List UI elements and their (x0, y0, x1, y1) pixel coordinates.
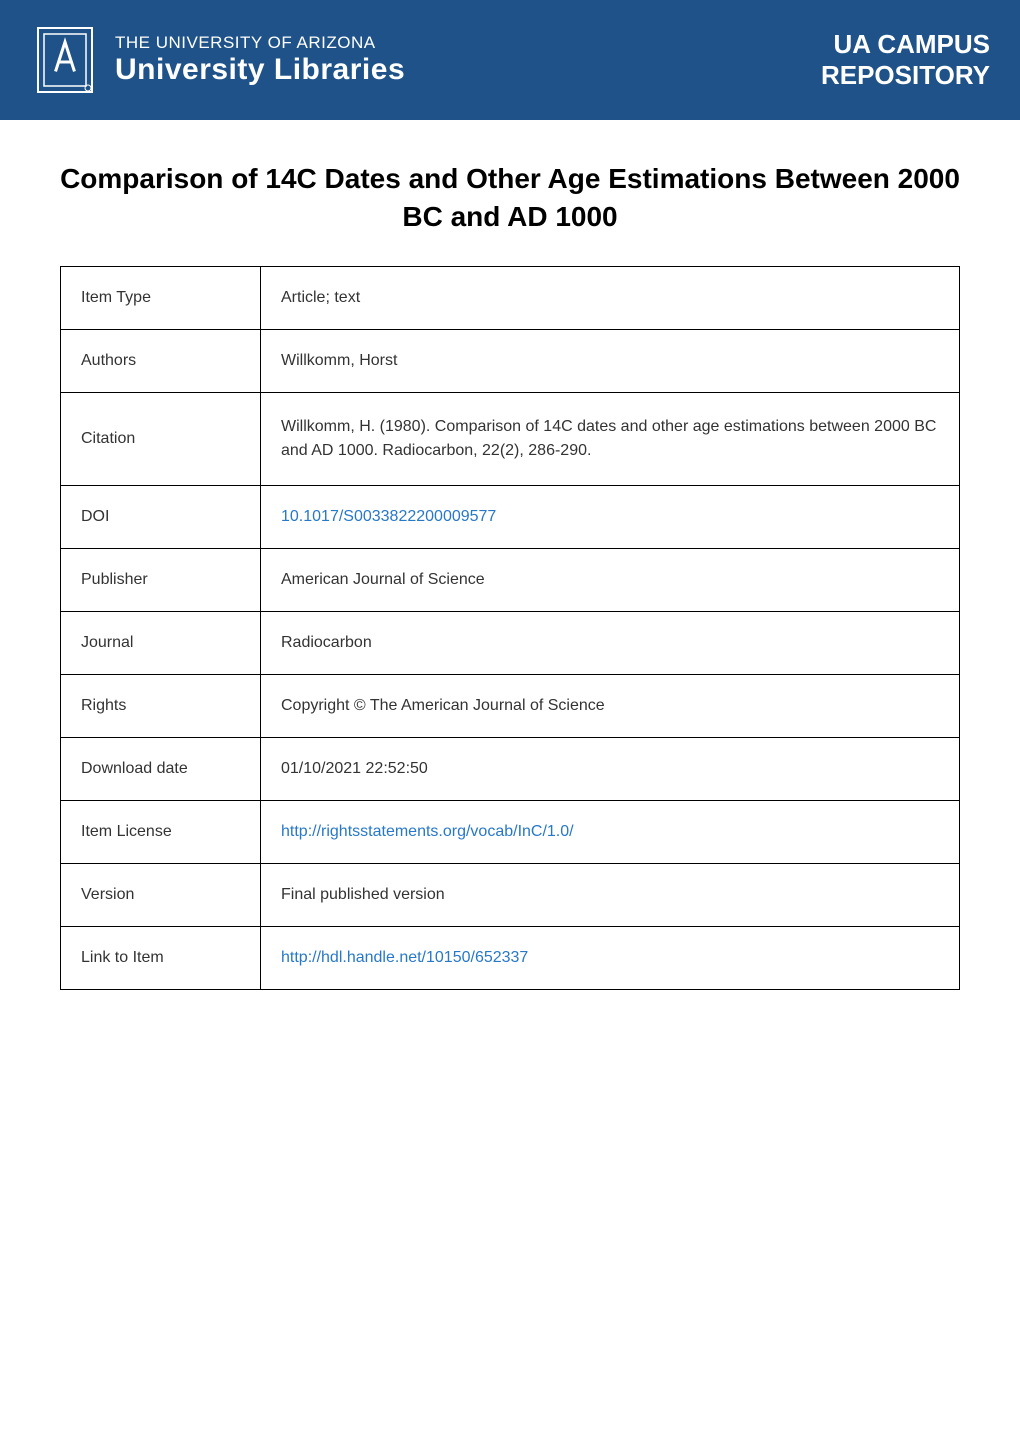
table-row: Link to Item http://hdl.handle.net/10150… (61, 926, 960, 989)
table-row: Item License http://rightsstatements.org… (61, 800, 960, 863)
metadata-value: http://hdl.handle.net/10150/652337 (261, 926, 960, 989)
item-link[interactable]: http://hdl.handle.net/10150/652337 (281, 949, 528, 966)
doi-link[interactable]: 10.1017/S0033822200009577 (281, 508, 496, 525)
metadata-value: http://rightsstatements.org/vocab/InC/1.… (261, 800, 960, 863)
university-logo (30, 20, 100, 100)
table-row: Item Type Article; text (61, 266, 960, 329)
metadata-value: Copyright © The American Journal of Scie… (261, 674, 960, 737)
metadata-value: American Journal of Science (261, 548, 960, 611)
repository-title-line2: REPOSITORY (821, 60, 990, 91)
metadata-label: Download date (61, 737, 261, 800)
repository-title-line1: UA CAMPUS (821, 29, 990, 60)
metadata-label: Link to Item (61, 926, 261, 989)
metadata-label: Item License (61, 800, 261, 863)
metadata-value: Final published version (261, 863, 960, 926)
metadata-value: 01/10/2021 22:52:50 (261, 737, 960, 800)
metadata-value: Willkomm, H. (1980). Comparison of 14C d… (261, 392, 960, 485)
metadata-label: Journal (61, 611, 261, 674)
table-row: Authors Willkomm, Horst (61, 329, 960, 392)
libraries-title: University Libraries (115, 53, 405, 87)
university-name: THE UNIVERSITY OF ARIZONA (115, 33, 405, 53)
metadata-label: Item Type (61, 266, 261, 329)
metadata-label: Publisher (61, 548, 261, 611)
metadata-label: Citation (61, 392, 261, 485)
metadata-value: Radiocarbon (261, 611, 960, 674)
metadata-table-body: Item Type Article; text Authors Willkomm… (61, 266, 960, 989)
metadata-label: Rights (61, 674, 261, 737)
metadata-label: DOI (61, 485, 261, 548)
table-row: Journal Radiocarbon (61, 611, 960, 674)
table-row: Citation Willkomm, H. (1980). Comparison… (61, 392, 960, 485)
license-link[interactable]: http://rightsstatements.org/vocab/InC/1.… (281, 823, 574, 840)
metadata-table: Item Type Article; text Authors Willkomm… (60, 266, 960, 990)
document-title: Comparison of 14C Dates and Other Age Es… (0, 120, 1020, 266)
table-row: DOI 10.1017/S0033822200009577 (61, 485, 960, 548)
table-row: Publisher American Journal of Science (61, 548, 960, 611)
header-text-block: THE UNIVERSITY OF ARIZONA University Lib… (115, 33, 405, 87)
metadata-value: Willkomm, Horst (261, 329, 960, 392)
header-right-section: UA CAMPUS REPOSITORY (821, 29, 990, 91)
header-banner: THE UNIVERSITY OF ARIZONA University Lib… (0, 0, 1020, 120)
table-row: Rights Copyright © The American Journal … (61, 674, 960, 737)
metadata-value: Article; text (261, 266, 960, 329)
ua-logo-icon (30, 20, 100, 100)
metadata-label: Authors (61, 329, 261, 392)
metadata-label: Version (61, 863, 261, 926)
metadata-value: 10.1017/S0033822200009577 (261, 485, 960, 548)
table-row: Download date 01/10/2021 22:52:50 (61, 737, 960, 800)
table-row: Version Final published version (61, 863, 960, 926)
header-left-section: THE UNIVERSITY OF ARIZONA University Lib… (30, 20, 405, 100)
